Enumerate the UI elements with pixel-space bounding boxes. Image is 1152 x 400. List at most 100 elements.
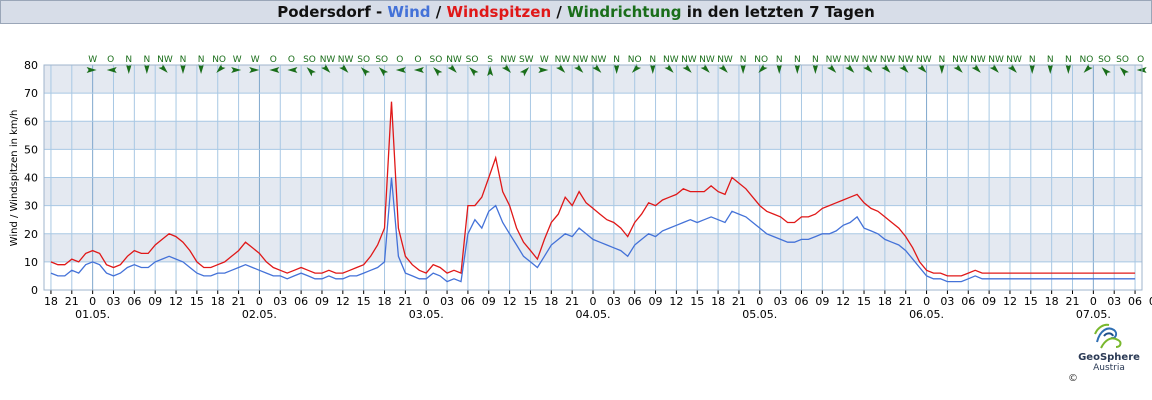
x-tick-label: 21 [732,295,746,308]
x-tick-label: 06 [961,295,975,308]
wind-arrow-icon [179,64,186,74]
direction-label: NW [826,55,842,65]
x-tick-label: 18 [878,295,892,308]
x-tick-label: 09 [148,295,162,308]
y-tick-label: 60 [24,115,38,128]
wind-arrow-icon [794,64,801,74]
date-label: 05.05. [742,308,777,321]
direction-label: N [740,55,747,65]
x-tick-label: 12 [836,295,850,308]
x-tick-label: 03 [940,295,954,308]
title-sep-2: / [430,3,447,21]
direction-label: SO [357,55,370,65]
x-tick-label: 03 [607,295,621,308]
direction-label: W [251,55,260,65]
x-tick-label: 18 [44,295,58,308]
direction-label: N [1029,55,1036,65]
x-tick-label: 12 [169,295,183,308]
geosphere-logo-icon [1094,323,1122,349]
wind-arrow-icon [718,63,728,73]
wind-arrow-icon [1065,64,1072,74]
wind-arrow-icon [899,63,909,73]
x-tick-label: 0 [89,295,96,308]
x-tick-label: 12 [669,295,683,308]
y-tick-labels: 0 10 20 30 40 50 60 70 80 [24,59,38,297]
wind-arrow-icon [682,63,692,73]
direction-label: SO [466,55,479,65]
x-tick-label: 06 [628,295,642,308]
x-tick-label: 15 [357,295,371,308]
wind-arrow-icon [306,67,316,77]
wind-arrow-icon [447,63,457,73]
wind-arrow-icon [971,63,981,73]
wind-arrow-icon [845,63,855,73]
x-tick-label: 06 [127,295,141,308]
x-tick-label: 0 [256,295,263,308]
direction-label: SW [519,55,534,65]
wind-arrow-icon [938,64,945,74]
wind-arrow-icon [269,67,280,73]
direction-label: NW [338,55,354,65]
direction-label: NO [1079,55,1093,65]
wind-arrow-icon [125,64,132,74]
title-rest: in den letzten 7 Tagen [681,3,875,21]
x-tick-labels: 18 21 0 03 06 09 12 15 18 21 0 03 06 09 12 15 18 21 0 03 06 0… [44,295,1152,308]
direction-label: NW [717,55,733,65]
direction-label: NW [862,55,878,65]
x-tick-label: 21 [899,295,913,308]
direction-label: NW [1006,55,1022,65]
direction-label: NW [970,55,986,65]
wind-arrow-icon [574,63,584,73]
x-tick-label: 12 [503,295,517,308]
direction-label: NW [320,55,336,65]
wind-arrow-icon [1119,67,1129,77]
direction-label: NW [573,55,589,65]
x-tick-label: 0 [423,295,430,308]
direction-label: S [487,55,493,65]
direction-label: NO [628,55,642,65]
x-tick-label: 15 [857,295,871,308]
title-gust: Windspitzen [446,3,552,21]
x-tick-label: 06 [294,295,308,308]
direction-label: N [1047,55,1054,65]
direction-label: SO [430,55,443,65]
wind-arrow-icon [158,63,168,73]
wind-arrow-icon [433,67,443,77]
wind-arrow-icon [812,64,819,74]
wind-arrow-icon [287,67,298,73]
x-tick-label: 0 [590,295,597,308]
x-tick-label: 0 [756,295,763,308]
x-tick-label: 21 [565,295,579,308]
direction-label: N [794,55,801,65]
x-tick-label: 0 [1090,295,1097,308]
x-tick-label: 03 [273,295,287,308]
direction-label: SO [1116,55,1129,65]
wind-arrow-icon [1083,63,1093,73]
wind-arrow-icon [664,63,674,73]
direction-label: NW [555,55,571,65]
direction-label: O [396,55,403,65]
wind-arrow-icon [740,64,747,74]
direction-label: N [125,55,132,65]
wind-arrow-icon [321,63,331,73]
date-label: 06.05. [909,308,944,321]
date-labels: 01.05. 02.05. 03.05. 04.05. 05.05. 06.05. 07.0… [75,308,1111,321]
wind-arrow-icon [395,67,406,73]
x-tick-label: 03 [1107,295,1121,308]
x-tick-label: 18 [711,295,725,308]
direction-label: W [540,55,549,65]
x-tick-label: 21 [65,295,79,308]
direction-label: W [88,55,97,65]
direction-label: O [414,55,421,65]
direction-label: NW [952,55,968,65]
wind-arrow-icon [758,63,768,73]
y-tick-label: 30 [24,200,38,213]
x-tick-label: 03 [106,295,120,308]
title-sep-3: / [551,3,568,21]
direction-label: NW [898,55,914,65]
wind-arrow-icon [216,63,226,73]
x-tick-label: 15 [1024,295,1038,308]
wind-arrow-icon [1029,64,1036,74]
y-tick-label: 70 [24,87,38,100]
axes [43,64,1143,294]
